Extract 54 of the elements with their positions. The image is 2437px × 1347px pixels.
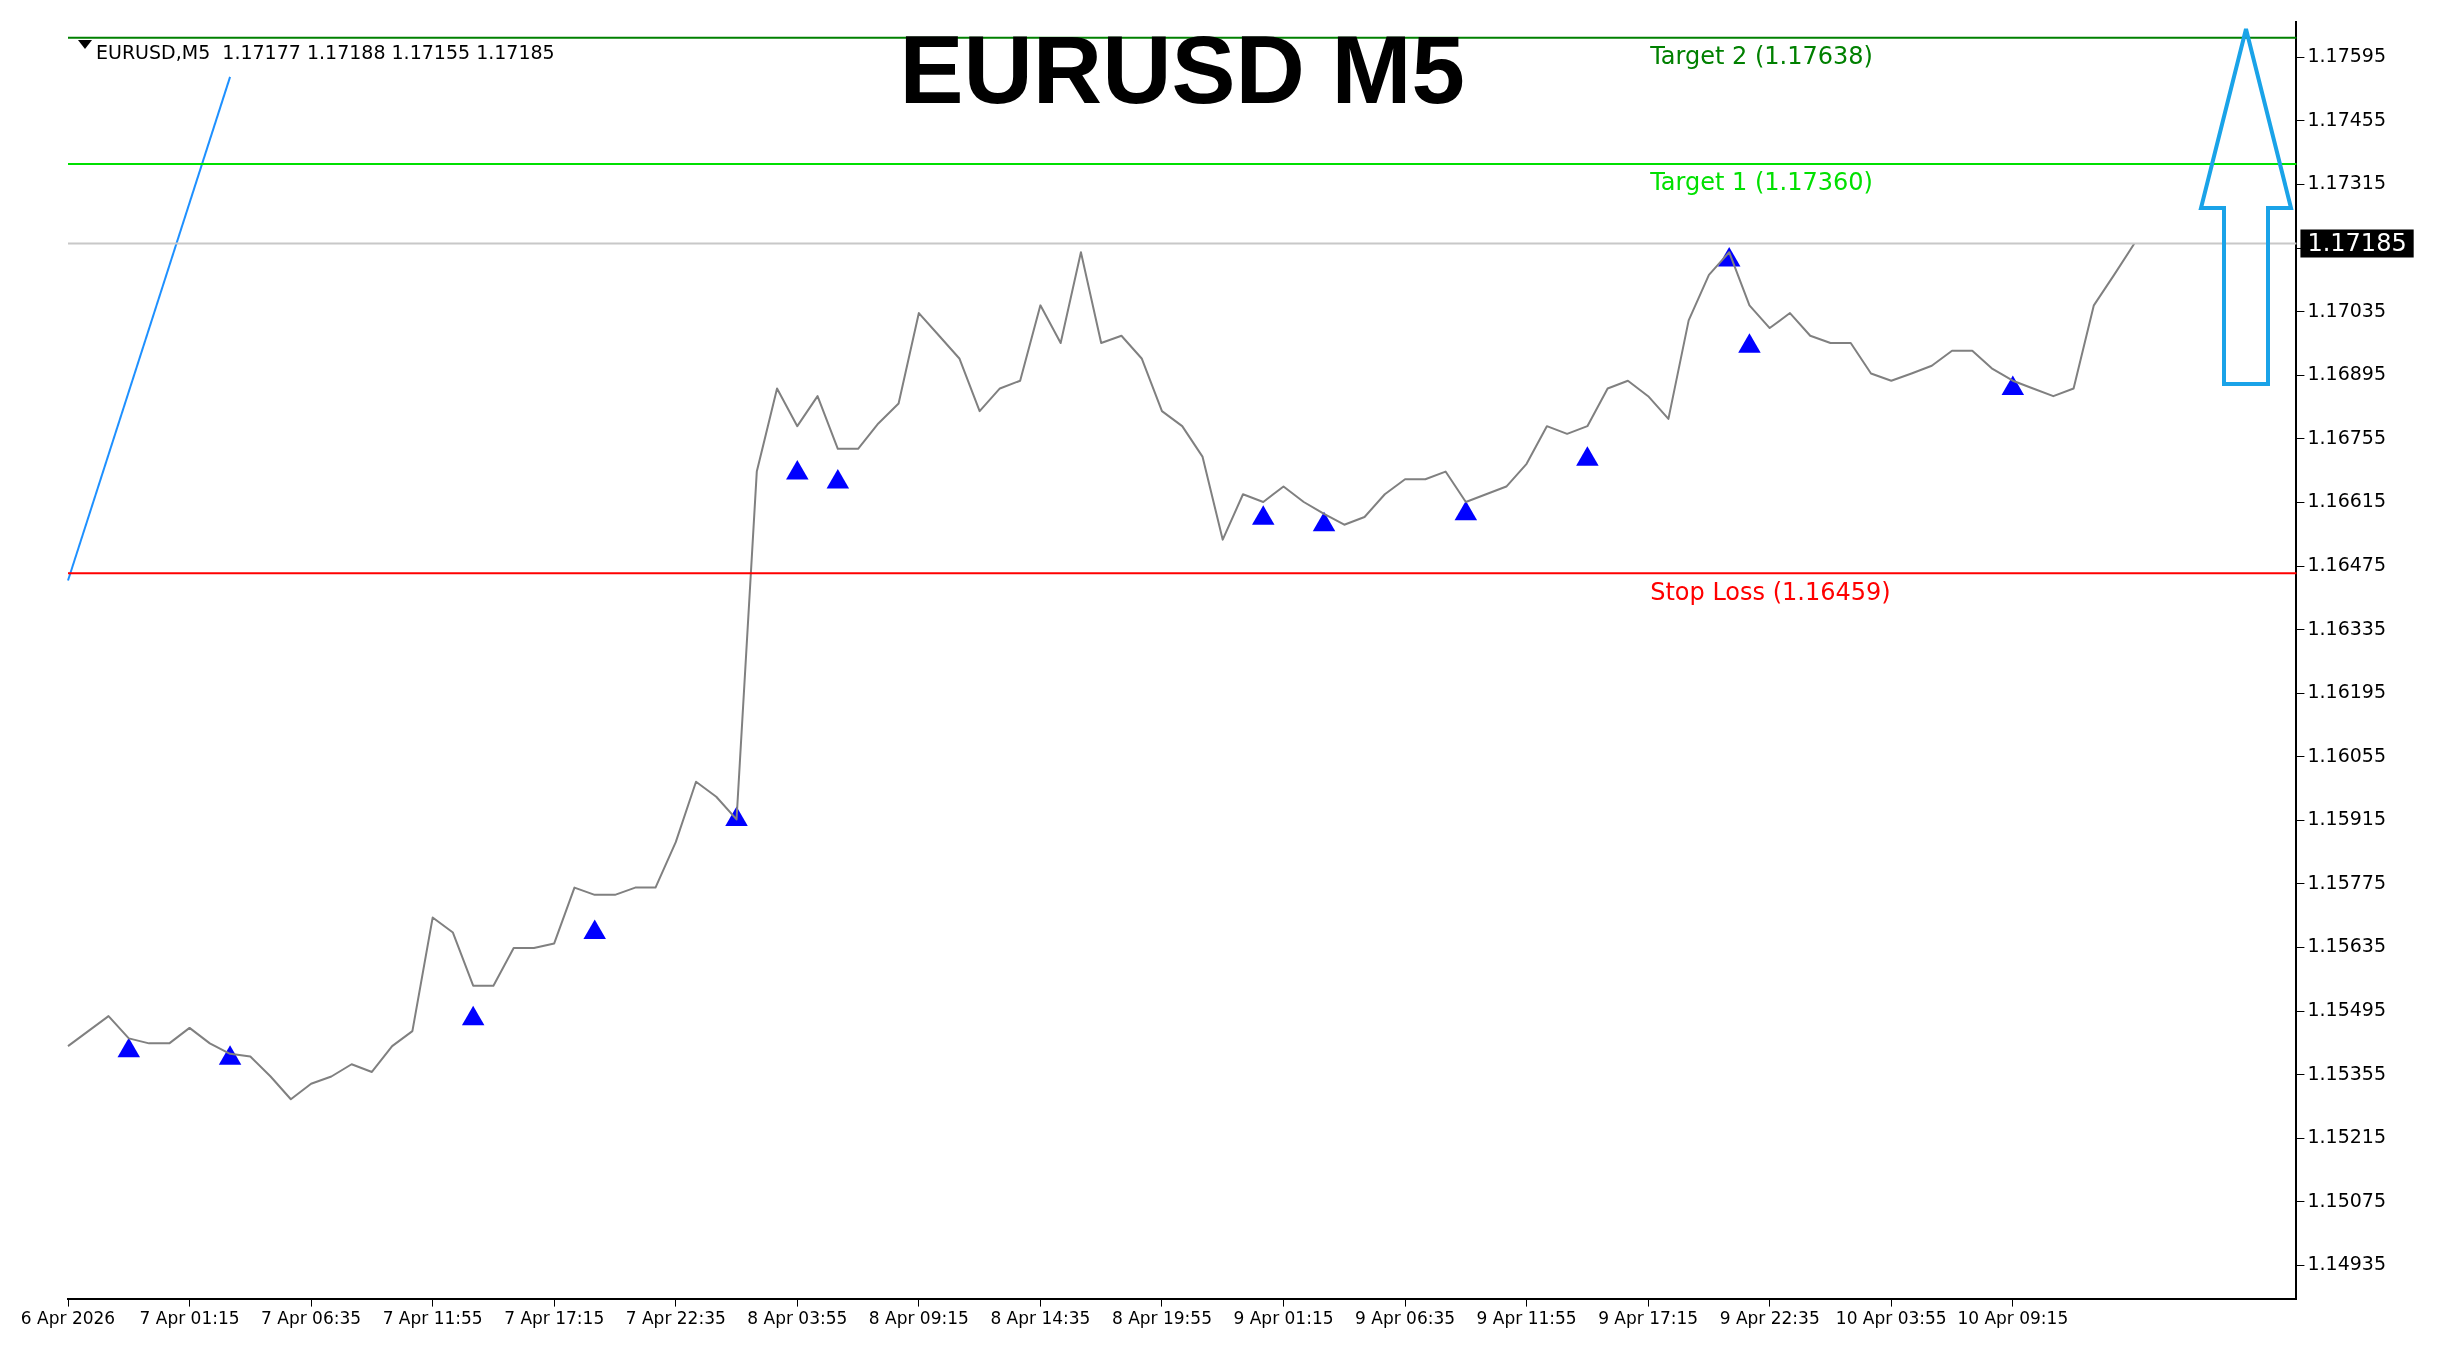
chart-title: EURUSD M5 [899,15,1465,123]
y-tick-label: 1.17455 [2307,107,2387,130]
x-tick-label: 7 Apr 01:15 [139,1308,240,1329]
y-tick-label: 1.16055 [2307,743,2387,766]
x-tick-label: 6 Apr 2026 [20,1308,116,1329]
x-tick-label: 8 Apr 03:55 [747,1308,848,1329]
y-tick-label: 1.16755 [2307,425,2387,448]
y-tick-label: 1.15075 [2307,1188,2387,1211]
ref-line-label: Target 2 (1.17638) [1649,42,1873,71]
point [1251,505,1275,525]
point [1576,446,1599,466]
y-tick-label: 1.15355 [2307,1061,2387,1084]
y-tick-label: 1.15775 [2307,870,2387,893]
ref-line-label: Target 1 (1.17360) [1649,168,1873,197]
y-tick-label: 1.16895 [2307,362,2387,385]
x-tick-label: 9 Apr 06:35 [1355,1308,1456,1329]
y-tick-label: 1.16335 [2307,616,2387,639]
y-tick-label: 1.15215 [2307,1125,2387,1148]
point [117,1037,141,1058]
point [786,459,809,480]
x-tick-label: 9 Apr 01:15 [1233,1308,1334,1329]
x-tick-label: 7 Apr 06:35 [261,1308,362,1329]
x-tick-label: 7 Apr 22:35 [625,1308,726,1329]
x-tick-label: 7 Apr 11:55 [382,1308,483,1329]
y-tick-label: 1.16615 [2307,489,2387,512]
ref-line-label: 1.17185 [2307,228,2407,257]
x-tick-label: 7 Apr 17:15 [504,1308,605,1329]
y-tick-label: 1.15915 [2307,807,2387,830]
y-tick-label: 1.17315 [2307,171,2387,194]
point [1312,511,1336,532]
x-tick-label: 9 Apr 11:55 [1476,1308,1577,1329]
x-tick-label: 10 Apr 09:15 [1957,1308,2069,1329]
point [1454,500,1478,521]
point [218,1045,242,1065]
y-tick-label: 1.16475 [2307,552,2387,575]
x-tick-label: 8 Apr 09:15 [868,1308,969,1329]
x-tick-label: 9 Apr 22:35 [1719,1308,1820,1329]
annotation: EURUSD,M5 1.17177 1.17188 1.17155 1.17185 [96,40,555,63]
y-tick-label: 1.15495 [2307,998,2387,1021]
point [1738,333,1761,353]
x-tick-label: 10 Apr 03:55 [1835,1308,1947,1329]
x-tick-label: 8 Apr 14:35 [990,1308,1091,1329]
point [583,919,606,940]
point [826,469,850,489]
y-tick-label: 1.17035 [2307,298,2387,321]
point [2001,375,2025,395]
x-tick-label: 9 Apr 17:15 [1598,1308,1699,1329]
point [461,1005,485,1026]
x-tick-label: 8 Apr 19:55 [1111,1308,1212,1329]
y-tick-label: 1.15635 [2307,934,2387,957]
y-tick-label: 1.16195 [2307,680,2387,703]
ref-line-label: Stop Loss (1.16459) [1650,577,1891,606]
y-tick-label: 1.17595 [2307,44,2387,67]
y-tick-label: 1.14935 [2307,1252,2387,1275]
